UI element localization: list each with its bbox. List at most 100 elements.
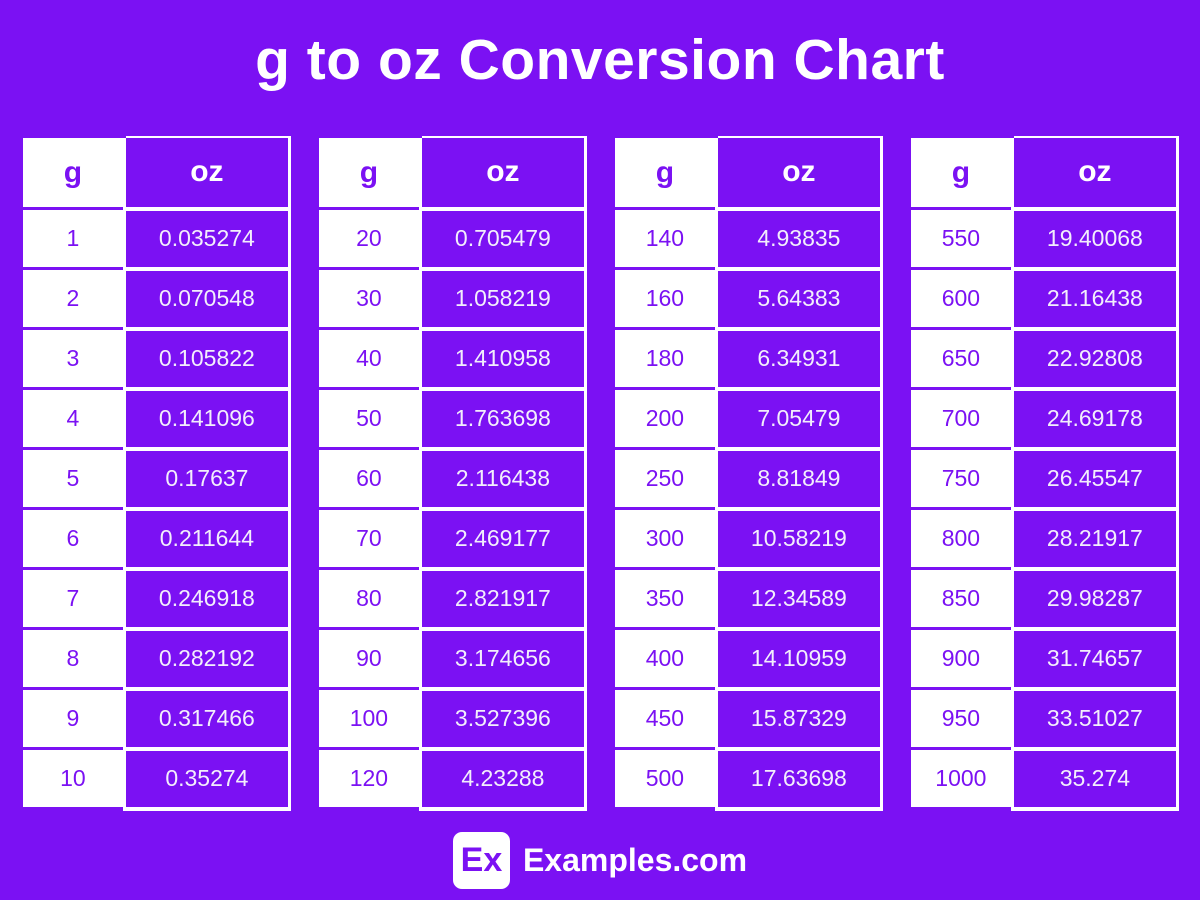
g-value-cell: 90 — [319, 627, 421, 690]
conversion-table-1: g oz 1 0.035274 2 0.070548 3 0.105822 4 0.141096 5… — [23, 135, 292, 811]
conversion-table-4: g oz 550 19.40068 600 21.16438 650 22.92808 700 2… — [911, 135, 1180, 811]
table-row: 550 19.40068 — [911, 206, 1180, 271]
oz-value-cell: 1.058219 — [418, 266, 588, 331]
g-value-cell: 7 — [23, 567, 125, 630]
oz-value-cell: 0.211644 — [122, 506, 292, 571]
table-row: 40 1.410958 — [319, 326, 588, 391]
g-value-cell: 850 — [911, 567, 1013, 630]
g-value-cell: 40 — [319, 327, 421, 390]
oz-value-cell: 8.81849 — [714, 446, 884, 511]
oz-value-cell: 35.274 — [1010, 746, 1180, 811]
g-column-header: g — [319, 135, 421, 210]
g-value-cell: 1000 — [911, 747, 1013, 810]
table-header-row: g oz — [911, 135, 1180, 211]
table-row: 50 1.763698 — [319, 386, 588, 451]
oz-value-cell: 2.469177 — [418, 506, 588, 571]
g-value-cell: 200 — [615, 387, 717, 450]
g-value-cell: 4 — [23, 387, 125, 450]
g-value-cell: 350 — [615, 567, 717, 630]
g-value-cell: 3 — [23, 327, 125, 390]
oz-value-cell: 2.116438 — [418, 446, 588, 511]
table-row: 60 2.116438 — [319, 446, 588, 511]
g-column-header: g — [23, 135, 125, 210]
table-row: 10 0.35274 — [23, 746, 292, 811]
oz-value-cell: 4.23288 — [418, 746, 588, 811]
table-row: 30 1.058219 — [319, 266, 588, 331]
g-value-cell: 80 — [319, 567, 421, 630]
table-row: 950 33.51027 — [911, 686, 1180, 751]
g-value-cell: 950 — [911, 687, 1013, 750]
oz-value-cell: 17.63698 — [714, 746, 884, 811]
oz-value-cell: 7.05479 — [714, 386, 884, 451]
g-value-cell: 160 — [615, 267, 717, 330]
table-row: 4 0.141096 — [23, 386, 292, 451]
g-value-cell: 20 — [319, 207, 421, 270]
g-value-cell: 70 — [319, 507, 421, 570]
table-header-row: g oz — [23, 135, 292, 211]
brand-name: Examples.com — [522, 841, 748, 878]
table-row: 180 6.34931 — [615, 326, 884, 391]
oz-value-cell: 0.070548 — [122, 266, 292, 331]
table-row: 200 7.05479 — [615, 386, 884, 451]
g-value-cell: 2 — [23, 267, 125, 330]
g-value-cell: 750 — [911, 447, 1013, 510]
g-value-cell: 450 — [615, 687, 717, 750]
oz-value-cell: 29.98287 — [1010, 566, 1180, 631]
oz-value-cell: 5.64383 — [714, 266, 884, 331]
oz-value-cell: 22.92808 — [1010, 326, 1180, 391]
page-title: g to oz Conversion Chart — [255, 28, 945, 92]
table-row: 3 0.105822 — [23, 326, 292, 391]
oz-value-cell: 1.410958 — [418, 326, 588, 391]
oz-value-cell: 0.35274 — [122, 746, 292, 811]
oz-value-cell: 21.16438 — [1010, 266, 1180, 331]
table-row: 500 17.63698 — [615, 746, 884, 811]
oz-value-cell: 10.58219 — [714, 506, 884, 571]
oz-column-header: oz — [714, 135, 884, 211]
oz-value-cell: 0.105822 — [122, 326, 292, 391]
g-value-cell: 600 — [911, 267, 1013, 330]
g-value-cell: 250 — [615, 447, 717, 510]
table-row: 160 5.64383 — [615, 266, 884, 331]
table-row: 2 0.070548 — [23, 266, 292, 331]
oz-value-cell: 28.21917 — [1010, 506, 1180, 571]
oz-value-cell: 31.74657 — [1010, 626, 1180, 691]
table-row: 20 0.705479 — [319, 206, 588, 271]
table-row: 1000 35.274 — [911, 746, 1180, 811]
table-row: 100 3.527396 — [319, 686, 588, 751]
g-value-cell: 1 — [23, 207, 125, 270]
g-value-cell: 400 — [615, 627, 717, 690]
oz-value-cell: 0.317466 — [122, 686, 292, 751]
table-row: 800 28.21917 — [911, 506, 1180, 571]
g-value-cell: 5 — [23, 447, 125, 510]
g-value-cell: 650 — [911, 327, 1013, 390]
g-column-header: g — [911, 135, 1013, 210]
table-header-row: g oz — [319, 135, 588, 211]
g-value-cell: 100 — [319, 687, 421, 750]
table-row: 1 0.035274 — [23, 206, 292, 271]
table-row: 70 2.469177 — [319, 506, 588, 571]
table-row: 650 22.92808 — [911, 326, 1180, 391]
table-row: 300 10.58219 — [615, 506, 884, 571]
oz-value-cell: 33.51027 — [1010, 686, 1180, 751]
table-row: 900 31.74657 — [911, 626, 1180, 691]
g-value-cell: 8 — [23, 627, 125, 690]
table-row: 7 0.246918 — [23, 566, 292, 631]
oz-value-cell: 19.40068 — [1010, 206, 1180, 271]
g-value-cell: 50 — [319, 387, 421, 450]
table-row: 250 8.81849 — [615, 446, 884, 511]
oz-column-header: oz — [1010, 135, 1180, 211]
footer-brand: Ex Examples.com — [0, 831, 1200, 889]
g-value-cell: 30 — [319, 267, 421, 330]
table-row: 6 0.211644 — [23, 506, 292, 571]
oz-value-cell: 0.246918 — [122, 566, 292, 631]
g-value-cell: 180 — [615, 327, 717, 390]
g-value-cell: 550 — [911, 207, 1013, 270]
g-value-cell: 900 — [911, 627, 1013, 690]
oz-column-header: oz — [122, 135, 292, 211]
table-row: 120 4.23288 — [319, 746, 588, 811]
g-value-cell: 10 — [23, 747, 125, 810]
g-value-cell: 700 — [911, 387, 1013, 450]
table-row: 140 4.93835 — [615, 206, 884, 271]
table-row: 850 29.98287 — [911, 566, 1180, 631]
conversion-table-3: g oz 140 4.93835 160 5.64383 180 6.34931 200 7.05… — [615, 135, 884, 811]
